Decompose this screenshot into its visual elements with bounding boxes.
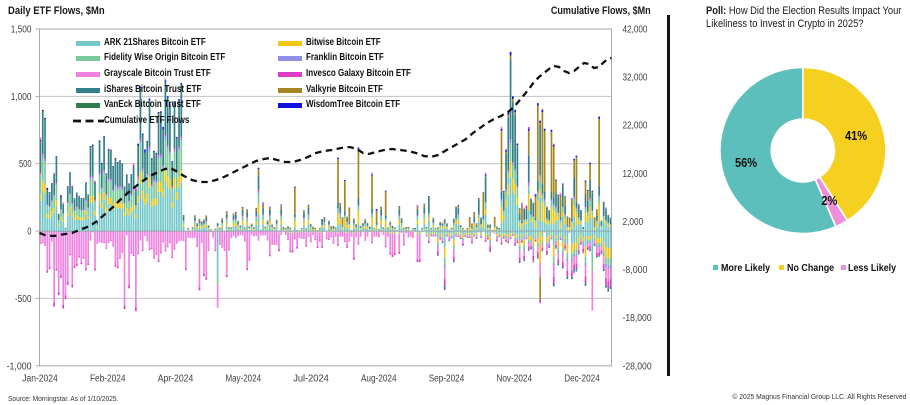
svg-text:Apr-2024: Apr-2024 xyxy=(158,374,194,385)
svg-text:42,000: 42,000 xyxy=(623,25,648,36)
svg-text:-8,000: -8,000 xyxy=(623,265,648,276)
svg-text:2,000: 2,000 xyxy=(623,217,644,228)
svg-text:-28,000: -28,000 xyxy=(623,361,652,372)
svg-text:0: 0 xyxy=(27,227,32,238)
svg-text:Feb-2024: Feb-2024 xyxy=(90,374,126,385)
svg-text:12,000: 12,000 xyxy=(623,169,648,180)
svg-text:Jul-2024: Jul-2024 xyxy=(293,374,329,385)
svg-text:32,000: 32,000 xyxy=(623,73,648,84)
svg-text:22,000: 22,000 xyxy=(623,121,648,132)
svg-text:Sep-2024: Sep-2024 xyxy=(429,374,465,385)
svg-text:500: 500 xyxy=(19,159,32,170)
svg-text:Aug-2024: Aug-2024 xyxy=(361,374,397,385)
svg-text:1,000: 1,000 xyxy=(11,92,32,103)
svg-text:-18,000: -18,000 xyxy=(623,313,652,324)
svg-text:-500: -500 xyxy=(15,294,32,305)
svg-text:-1,000: -1,000 xyxy=(7,361,32,372)
svg-text:May-2024: May-2024 xyxy=(225,374,261,385)
svg-text:Nov-2024: Nov-2024 xyxy=(496,374,532,385)
svg-text:Dec-2024: Dec-2024 xyxy=(564,374,600,385)
svg-text:Jan-2024: Jan-2024 xyxy=(22,374,58,385)
svg-text:1,500: 1,500 xyxy=(11,25,32,36)
